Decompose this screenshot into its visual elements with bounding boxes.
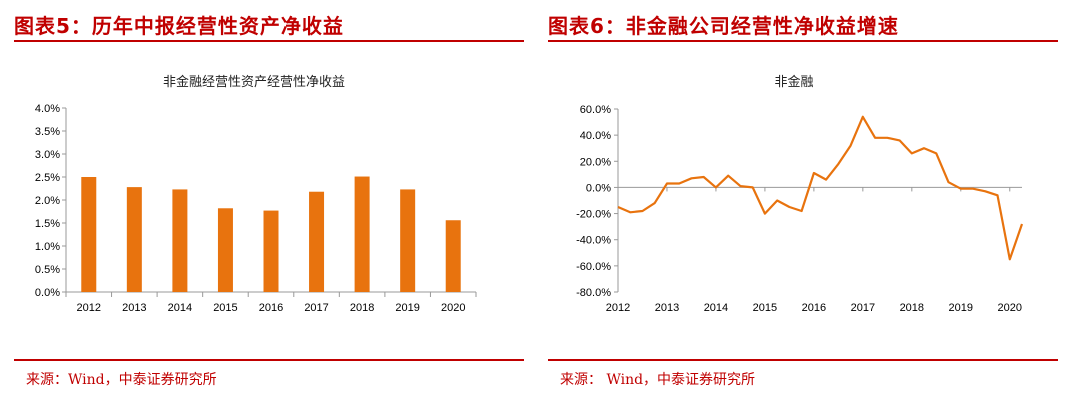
- bar-chart-title: 非金融经营性资产经营性净收益: [163, 74, 345, 90]
- y-tick-label: -60.0%: [576, 261, 611, 273]
- y-tick-label: 2.5%: [35, 172, 60, 184]
- bar: [263, 210, 279, 292]
- y-tick-label: 0.0%: [586, 182, 611, 194]
- y-tick-label: 1.5%: [35, 218, 60, 230]
- series-line: [617, 115, 1024, 261]
- y-tick-label: -40.0%: [576, 235, 611, 247]
- y-tick-label: 0.5%: [35, 264, 60, 276]
- x-tick-label: 2014: [168, 302, 192, 314]
- left-figure-title: 图表5：历年中报经营性资产净收益: [14, 14, 344, 38]
- y-tick-label: -20.0%: [576, 209, 611, 221]
- right-source-rule: [548, 359, 1058, 361]
- bar: [126, 187, 142, 292]
- y-tick-label: 4.0%: [35, 103, 60, 115]
- y-tick-label: 1.0%: [35, 241, 60, 253]
- x-tick-label: 2015: [753, 302, 777, 314]
- x-tick-label: 2014: [704, 302, 728, 314]
- y-tick-label: 40.0%: [580, 130, 611, 142]
- x-tick-label: 2020: [441, 302, 465, 314]
- bar: [400, 189, 416, 292]
- left-figure-panel: 图表5：历年中报经营性资产净收益 非金融经营性资产经营性净收益 0.0% 0.5% 1…: [14, 0, 524, 400]
- y-tick-label: 3.5%: [35, 126, 60, 138]
- right-source-note: 来源： Wind，中泰证券研究所: [560, 372, 756, 388]
- line-chart: 非金融 -80.0% -60.0% -40.0% -20.0% 0.0% 20.0% 40.0…: [576, 74, 1024, 314]
- right-figure-title: 图表6：非金融公司经营性净收益增速: [548, 14, 899, 38]
- line-chart-title: 非金融: [774, 74, 813, 90]
- x-tick-label: 2019: [395, 302, 419, 314]
- x-tick-label: 2013: [122, 302, 146, 314]
- right-figure-panel: 图表6：非金融公司经营性净收益增速 非金融 -80.0% -60.0% -40.0% -…: [548, 0, 1058, 400]
- x-tick-label: 2017: [851, 302, 875, 314]
- left-source-note: 来源：Wind，中泰证券研究所: [26, 372, 217, 388]
- x-tick-label: 2016: [802, 302, 826, 314]
- x-tick-label: 2018: [350, 302, 374, 314]
- x-tick-label: 2019: [949, 302, 973, 314]
- x-tick-label: 2017: [304, 302, 328, 314]
- x-tick-label: 2013: [655, 302, 679, 314]
- y-tick-label: 20.0%: [580, 156, 611, 168]
- bar: [354, 176, 370, 292]
- bar: [81, 177, 97, 292]
- y-tick-label: 2.0%: [35, 195, 60, 207]
- y-tick-label: 3.0%: [35, 149, 60, 161]
- bar: [217, 208, 233, 292]
- bar-chart: 非金融经营性资产经营性净收益 0.0% 0.5% 1.0% 1.5% 2.0% 2.5% 3.…: [35, 74, 477, 314]
- x-tick-label: 2012: [77, 302, 101, 314]
- bar: [172, 189, 188, 292]
- x-tick-label: 2020: [998, 302, 1022, 314]
- bar: [309, 191, 325, 292]
- x-tick-label: 2018: [900, 302, 924, 314]
- right-title-rule: [548, 40, 1058, 42]
- x-tick-label: 2012: [606, 302, 630, 314]
- left-source-rule: [14, 359, 524, 361]
- left-title-rule: [14, 40, 524, 42]
- y-tick-label: 60.0%: [580, 104, 611, 116]
- y-tick-label: 0.0%: [35, 287, 60, 299]
- bar: [445, 220, 461, 292]
- x-tick-label: 2015: [213, 302, 237, 314]
- y-tick-label: -80.0%: [576, 287, 611, 299]
- x-tick-label: 2016: [259, 302, 283, 314]
